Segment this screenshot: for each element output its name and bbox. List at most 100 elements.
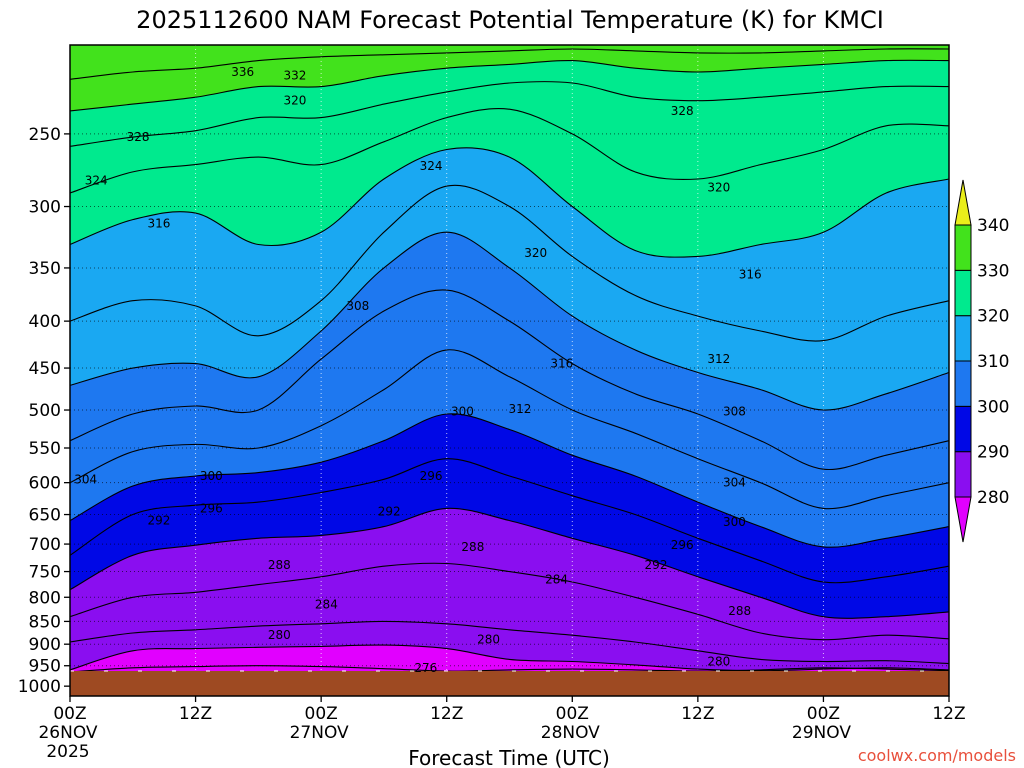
contour-label-320: 320 <box>284 94 307 108</box>
contour-label-284: 284 <box>315 598 338 612</box>
x-tick-label: 00Z <box>807 704 840 724</box>
colorbar-tick-label: 330 <box>977 261 1009 281</box>
x-tick-label: 12Z <box>932 704 965 724</box>
y-tick-label: 950 <box>29 657 61 677</box>
y-tick-label: 750 <box>29 563 61 583</box>
contour-label-280: 280 <box>268 628 291 642</box>
y-tick-label: 850 <box>29 612 61 632</box>
colorbar-band-310 <box>954 315 972 362</box>
x-tick-label: 27NOV <box>290 723 349 743</box>
contour-label-280: 280 <box>707 655 730 669</box>
colorbar-tick-label: 280 <box>977 488 1009 508</box>
contour-label-292: 292 <box>378 504 401 518</box>
plot-frame <box>69 44 950 697</box>
contour-label-292: 292 <box>645 558 668 572</box>
plot-area <box>70 45 949 696</box>
contour-label-328: 328 <box>127 130 150 144</box>
y-tick-label: 500 <box>29 401 61 421</box>
y-tick-label: 900 <box>29 635 61 655</box>
colorbar-tick-label: 310 <box>977 352 1009 372</box>
ground-fill <box>70 671 949 696</box>
x-tick-label: 12Z <box>681 704 714 724</box>
colorbar-band-280 <box>954 451 972 498</box>
contour-320 <box>69 147 950 258</box>
x-tick-label: 00Z <box>556 704 589 724</box>
contour-316 <box>69 184 950 342</box>
contour-label-296: 296 <box>200 501 223 515</box>
contour-336 <box>69 48 950 80</box>
contour-label-288: 288 <box>268 558 291 572</box>
contour-308 <box>69 289 950 471</box>
contour-328 <box>69 80 950 147</box>
contour-label-336: 336 <box>231 65 254 79</box>
y-tick-label: 300 <box>29 198 61 218</box>
contour-label-312: 312 <box>509 402 532 416</box>
contour-label-300: 300 <box>451 405 474 419</box>
y-axis: 250 300 350 400 450 500 550 600 650 700 750 800 850 9… <box>18 125 70 697</box>
contour-304 <box>69 349 950 510</box>
contour-label-324: 324 <box>85 173 108 187</box>
colorbar-tick-label: 320 <box>977 307 1009 327</box>
contour-label-316: 316 <box>739 268 762 282</box>
contour-label-288: 288 <box>728 604 751 618</box>
chart-title: 2025112600 NAM Forecast Potential Temper… <box>136 6 884 34</box>
contour-label-316: 316 <box>147 216 170 230</box>
contour-label-300: 300 <box>200 469 223 483</box>
contour-label-288: 288 <box>461 540 484 554</box>
contour-label-320: 320 <box>707 180 730 194</box>
contour-label-300: 300 <box>723 515 746 529</box>
y-tick-label: 700 <box>29 535 61 555</box>
contour-300 <box>69 413 950 548</box>
x-tick-label: 00Z <box>53 704 86 724</box>
contour-312 <box>69 231 950 411</box>
colorbar-bottom-arrow <box>954 496 972 543</box>
x-tick-label: 2025 <box>46 742 89 762</box>
y-tick-label: 350 <box>29 259 61 279</box>
colorbar-band-300 <box>954 360 972 407</box>
contour-280 <box>69 644 950 672</box>
y-tick-label: 650 <box>29 506 61 526</box>
y-tick-label: 250 <box>29 125 61 145</box>
contour-label-304: 304 <box>723 476 746 490</box>
plot-border <box>69 44 950 697</box>
fill-band-336 <box>70 45 949 80</box>
contour-label-304: 304 <box>74 472 97 486</box>
contour-276 <box>69 665 950 673</box>
contour-label-312: 312 <box>707 352 730 366</box>
contour-label-324: 324 <box>420 159 443 173</box>
contour-label-308: 308 <box>346 299 369 313</box>
contour-label-276: 276 <box>414 661 437 675</box>
contour-label-284: 284 <box>545 572 568 586</box>
colorbar-band-330 <box>954 224 972 271</box>
contour-296 <box>69 458 950 584</box>
contour-lines <box>69 48 950 673</box>
colorbar-tick-label: 300 <box>977 397 1009 417</box>
contour-288 <box>69 562 950 641</box>
x-tick-label: 28NOV <box>541 723 600 743</box>
grid-lines <box>69 45 950 696</box>
x-tick-label: 12Z <box>179 704 212 724</box>
contour-292 <box>69 507 950 619</box>
x-tick-label: 00Z <box>305 704 338 724</box>
contour-324 <box>69 107 950 194</box>
x-tick-label: 26NOV <box>38 723 97 743</box>
colorbar-tick-label: 340 <box>977 216 1009 236</box>
contour-label-296: 296 <box>671 538 694 552</box>
contour-label-320: 320 <box>524 246 547 260</box>
colorbar-tick-label: 290 <box>977 443 1009 463</box>
contour-label-280: 280 <box>477 633 500 647</box>
y-tick-label: 1000 <box>18 677 61 697</box>
colorbar-band-320 <box>954 269 972 317</box>
ground-layer <box>70 670 949 696</box>
credit-text: coolwx.com/models <box>858 746 1016 765</box>
contour-284 <box>69 620 950 665</box>
contour-label-328: 328 <box>671 104 694 118</box>
contour-labels: 336 332 320 328 324 324 328 320 316 320 316 308 316 3… <box>74 65 761 675</box>
y-tick-label: 550 <box>29 439 61 459</box>
colorbar-top-arrow <box>954 179 972 226</box>
y-tick-label: 600 <box>29 474 61 494</box>
contour-332 <box>69 59 950 112</box>
x-axis-title: Forecast Time (UTC) <box>408 746 610 768</box>
